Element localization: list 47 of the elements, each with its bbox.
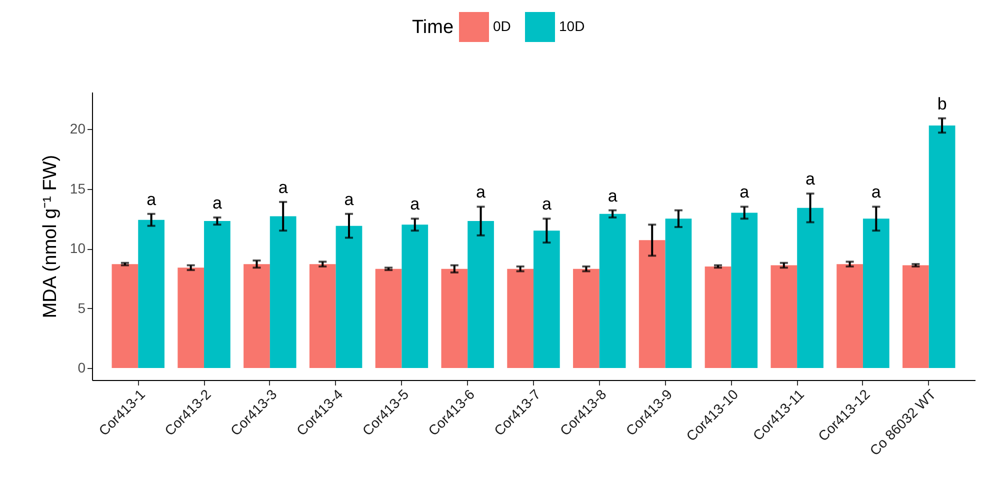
bar [178, 268, 204, 368]
bar [441, 268, 468, 368]
legend-label: 0D [493, 18, 511, 34]
annotation: a [542, 194, 552, 214]
annotation: a [410, 194, 420, 214]
bar [665, 218, 692, 368]
bar [862, 218, 890, 368]
bar [244, 264, 270, 368]
bar [309, 264, 336, 368]
legend-title: Time [412, 17, 454, 38]
bar [902, 265, 929, 368]
annotation: a [146, 190, 157, 209]
annotation: a [740, 182, 750, 202]
legend-label: 10D [559, 18, 585, 34]
annotation: a [608, 186, 618, 206]
bar [402, 224, 428, 368]
bar [507, 268, 534, 368]
y-tick-label: 5 [78, 300, 86, 316]
y-tick-label: 10 [70, 240, 86, 256]
bar [534, 230, 560, 368]
annotation: a [212, 193, 222, 212]
annotation: a [806, 170, 816, 189]
annotation: a [871, 182, 882, 202]
bar [204, 221, 230, 368]
bar [138, 220, 164, 368]
bar [573, 268, 600, 368]
y-tick-label: 20 [70, 120, 86, 137]
bar [770, 265, 798, 368]
annotation: a [278, 178, 288, 197]
bar [468, 221, 494, 368]
y-tick-label: 15 [70, 180, 86, 196]
annotation: a [476, 182, 486, 202]
annotation: a [344, 190, 354, 209]
bar [270, 216, 296, 368]
bar [836, 264, 863, 368]
bar [375, 268, 402, 368]
y-tick-label: 0 [78, 360, 86, 376]
bar [704, 266, 732, 368]
bar [797, 208, 824, 368]
bar [112, 264, 138, 368]
bar [638, 240, 666, 368]
bar [731, 212, 758, 368]
y-axis-title: MDA (nmol g⁻¹ FW) [40, 154, 61, 318]
bar [928, 125, 956, 368]
annotation: b [937, 94, 947, 114]
bar [599, 214, 626, 368]
bar [336, 226, 362, 368]
